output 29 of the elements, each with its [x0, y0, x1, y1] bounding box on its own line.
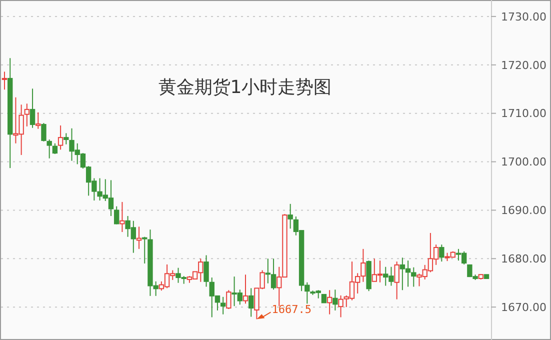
candlestick	[52, 142, 58, 155]
candlestick	[439, 244, 444, 262]
annotation: 1667.5	[272, 303, 312, 316]
candlestick	[120, 201, 125, 232]
candlestick	[394, 261, 400, 300]
candlestick	[64, 132, 69, 145]
candlestick	[332, 289, 338, 311]
candlestick	[288, 203, 293, 230]
y-tick-label: 1680.00	[501, 252, 546, 266]
candlestick	[41, 122, 46, 142]
candlestick	[326, 290, 332, 315]
y-tick-label: 1720.00	[501, 58, 546, 72]
y-tick-label: 1730.00	[501, 10, 546, 24]
y-tick-label: 1690.00	[501, 204, 546, 218]
candlestick	[204, 254, 209, 288]
text: 黄金期货1小时走势图	[158, 77, 332, 98]
candlestick	[248, 288, 254, 318]
candlestick	[24, 103, 30, 127]
candlestick	[220, 296, 226, 315]
candlestick	[36, 112, 41, 130]
y-tick-label: 1670.00	[501, 300, 546, 314]
y-tick-label: 1700.00	[501, 156, 546, 169]
candlestick	[226, 290, 232, 310]
candlestick	[30, 88, 36, 128]
candlestick	[46, 138, 52, 159]
candlestick	[242, 274, 248, 304]
y-tick-label: 1710.00	[501, 107, 546, 120]
candlestick	[58, 124, 64, 150]
candlestick	[114, 206, 120, 225]
